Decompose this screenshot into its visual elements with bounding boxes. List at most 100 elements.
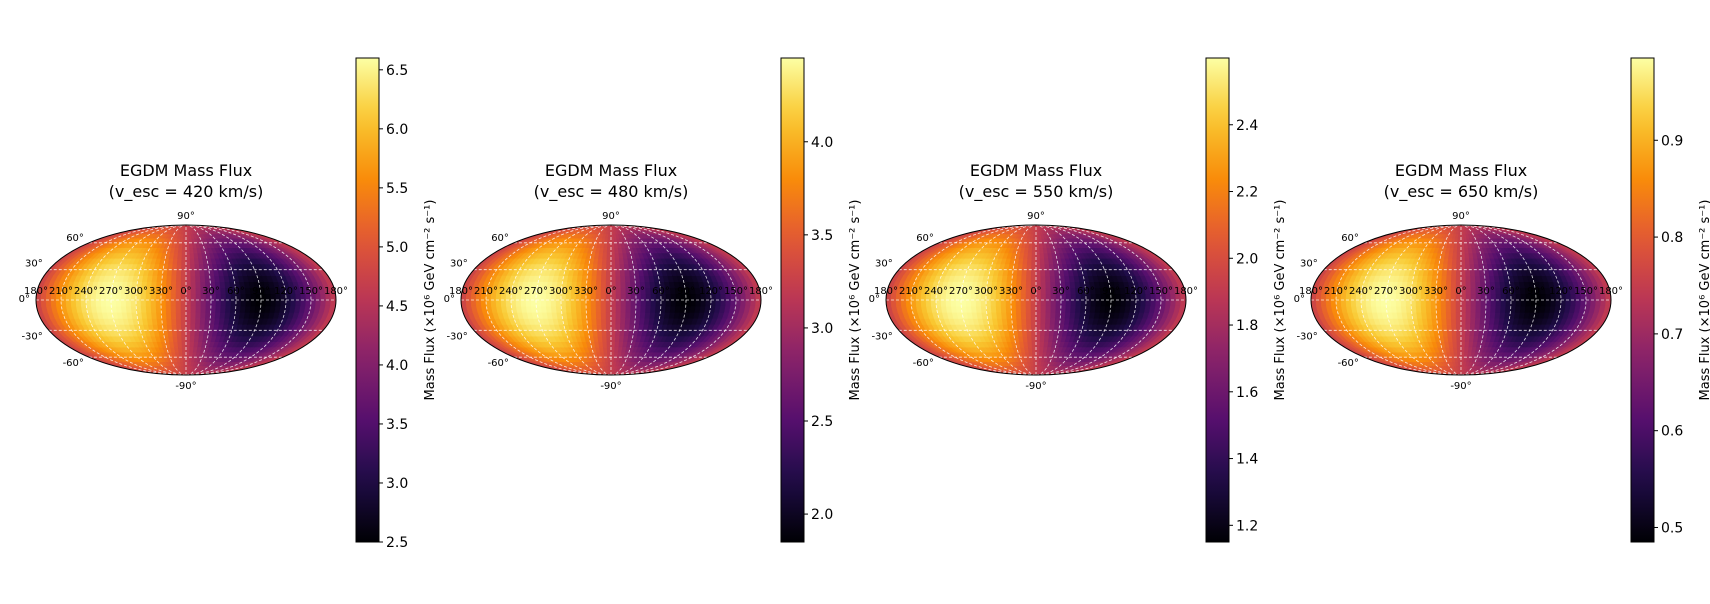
heat-cell: [191, 294, 196, 300]
heat-cell: [182, 243, 186, 248]
colorbar-tick-label: 5.0: [386, 240, 408, 256]
heat-cell: [1050, 318, 1055, 324]
heat-cell: [596, 312, 601, 318]
heat-cell: [1036, 342, 1040, 347]
heat-cell: [611, 253, 615, 258]
heat-cell: [1011, 300, 1016, 306]
heat-cell: [581, 306, 586, 312]
heat-cell: [1017, 324, 1022, 330]
heat-cell: [151, 306, 156, 312]
heat-cell: [1061, 300, 1066, 306]
heat-cell: [471, 300, 476, 306]
heat-cell: [607, 336, 611, 342]
heat-cell: [1056, 300, 1061, 306]
heat-cell: [586, 312, 591, 318]
heat-cell: [195, 270, 200, 276]
heat-cell: [191, 300, 196, 306]
heat-cell: [607, 248, 611, 253]
heat-cell: [516, 300, 521, 306]
chart-title: EGDM Mass Flux: [970, 161, 1102, 180]
heat-cell: [1071, 300, 1076, 306]
heat-cell: [1071, 288, 1076, 294]
heat-cell: [591, 306, 596, 312]
heat-cell: [630, 312, 635, 318]
heat-cell: [201, 300, 206, 306]
heat-cell: [196, 294, 201, 300]
heat-cell: [186, 312, 191, 318]
heat-cell: [1036, 264, 1041, 270]
heat-cell: [587, 318, 592, 324]
chart-subtitle: (v_esc = 480 km/s): [534, 182, 689, 202]
heat-cell: [561, 300, 566, 306]
heat-cell: [1001, 300, 1006, 306]
heat-cell: [156, 312, 161, 318]
heat-cell: [195, 324, 200, 330]
heat-cell: [161, 306, 166, 312]
heat-cell: [182, 352, 186, 357]
heat-cell: [1036, 330, 1041, 336]
heat-cell: [66, 300, 71, 306]
lon-tick-label: 240°: [74, 286, 98, 297]
heat-cell: [616, 276, 621, 282]
heat-cell: [221, 300, 226, 306]
heat-cell: [191, 306, 196, 312]
heat-cell: [951, 300, 956, 306]
heat-cell: [186, 347, 190, 352]
heat-cell: [1036, 270, 1041, 276]
lat-tick-label: 60°: [491, 233, 509, 244]
heat-cell: [286, 300, 291, 306]
heat-cell: [608, 238, 611, 243]
heat-cell: [1051, 306, 1056, 312]
heat-cell: [611, 270, 616, 276]
heat-cell: [696, 300, 701, 306]
heat-cell: [661, 300, 666, 306]
heat-cell: [172, 264, 177, 270]
heat-cell: [541, 300, 546, 306]
heat-cell: [1031, 330, 1036, 336]
lon-tick-label: 30°: [202, 286, 220, 297]
lon-tick-label: 210°: [49, 286, 73, 297]
heat-cell: [162, 318, 167, 324]
colorbar-tick-label: 6.5: [386, 63, 408, 79]
heat-cell: [216, 300, 221, 306]
colorbar-label: Mass Flux (×10⁶ GeV cm⁻² s⁻¹): [423, 200, 438, 401]
heat-cell: [611, 330, 616, 336]
heat-cell: [1041, 300, 1046, 306]
heat-cell: [651, 300, 656, 306]
heat-cell: [1027, 258, 1032, 264]
heat-cell: [598, 336, 603, 342]
heat-cell: [1016, 306, 1021, 312]
heat-cell: [181, 318, 186, 324]
heat-cell: [1046, 306, 1051, 312]
heat-cell: [1021, 300, 1026, 306]
heat-cell: [571, 306, 576, 312]
panel-1: EGDM Mass Flux(v_esc = 420 km/s)180°210°…: [19, 58, 438, 551]
heat-cell: [481, 300, 486, 306]
heat-cell: [1011, 306, 1016, 312]
panel-3: EGDM Mass Flux(v_esc = 550 km/s)180°210°…: [869, 58, 1288, 542]
heat-cell: [281, 300, 286, 306]
heat-cell: [210, 312, 215, 318]
heat-cell: [126, 300, 131, 306]
heat-cell: [1036, 336, 1040, 342]
heat-cell: [621, 300, 626, 306]
heat-cell: [186, 306, 191, 312]
heat-cell: [1076, 300, 1081, 306]
heat-cell: [182, 347, 186, 352]
heat-cell: [1036, 258, 1040, 264]
heat-cell: [178, 248, 182, 253]
lat-tick-label: -90°: [600, 381, 621, 392]
heat-cell: [206, 300, 211, 306]
heat-cell: [706, 300, 711, 306]
heat-cell: [211, 300, 216, 306]
heat-cell: [46, 300, 51, 306]
heat-cell: [626, 300, 631, 306]
heat-cell: [586, 300, 591, 306]
heat-cell: [592, 276, 597, 282]
heat-cell: [597, 324, 602, 330]
heat-cell: [196, 312, 201, 318]
heat-cell: [621, 306, 626, 312]
lon-tick-label: 60°: [652, 286, 670, 297]
heat-cell: [1071, 294, 1076, 300]
